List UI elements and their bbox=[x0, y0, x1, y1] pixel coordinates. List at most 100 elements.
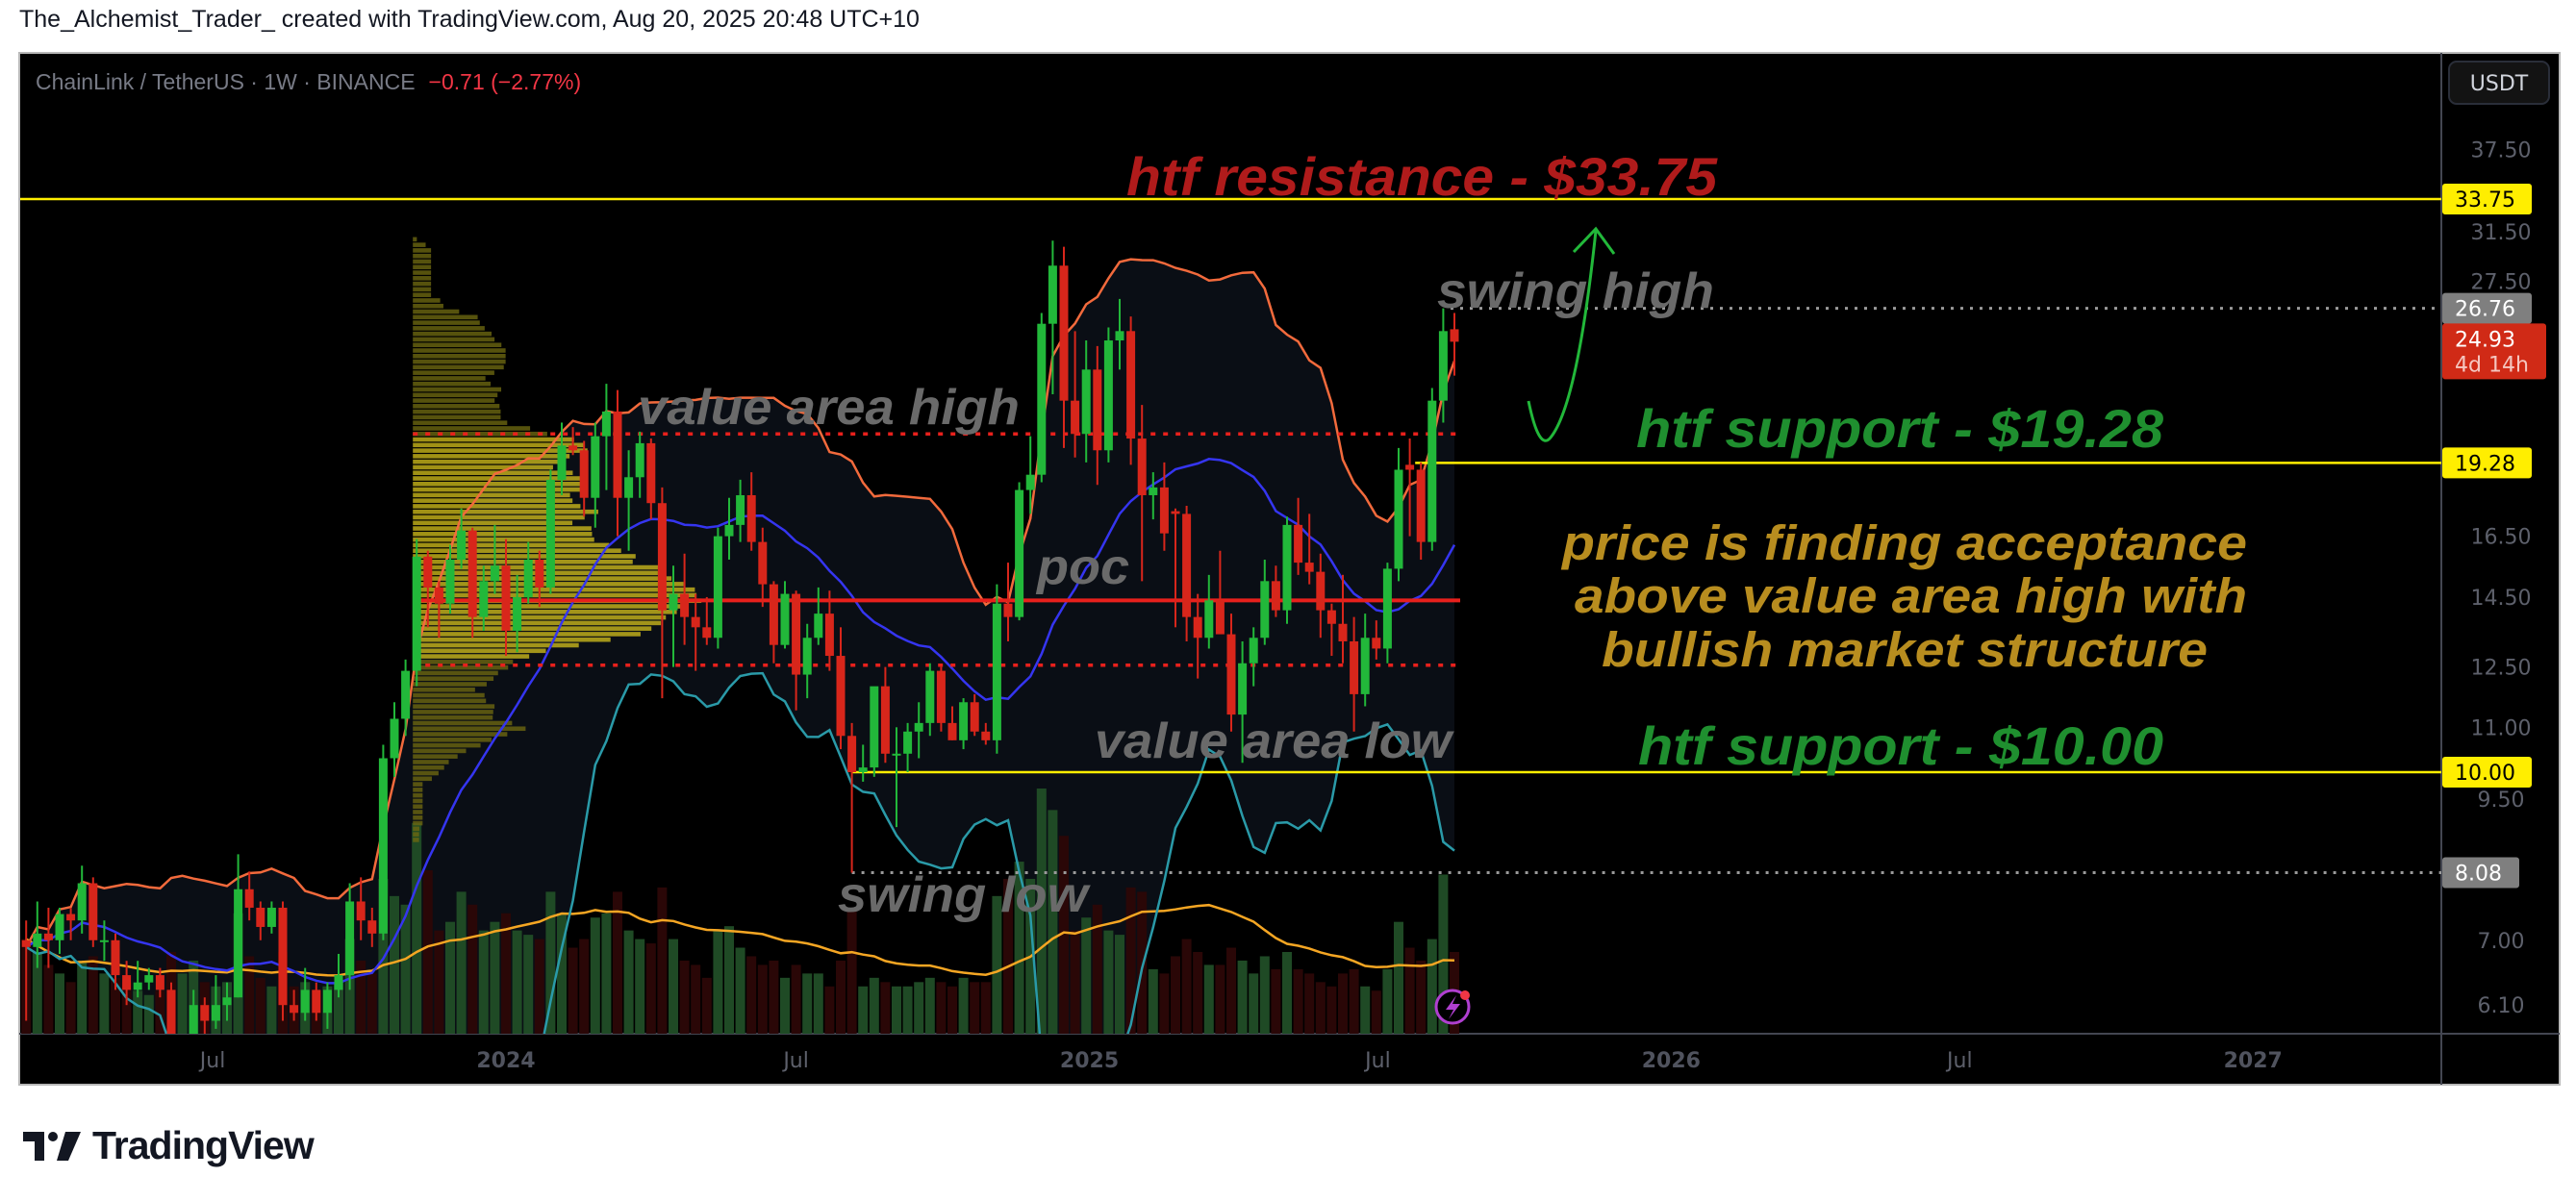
volume-profile-row bbox=[413, 776, 432, 782]
candle bbox=[312, 982, 321, 1021]
volume-bar bbox=[1249, 973, 1259, 1034]
volume-bar bbox=[701, 977, 712, 1034]
candle bbox=[244, 871, 254, 921]
htf-resistance-label: htf resistance - $33.75 bbox=[1126, 146, 1718, 207]
volume-profile-row bbox=[413, 242, 426, 247]
symbol-title[interactable]: ChainLink / TetherUS · 1W · BINANCE bbox=[36, 69, 416, 94]
lightning-icon[interactable] bbox=[1434, 989, 1471, 1025]
candle bbox=[992, 584, 1001, 754]
tradingview-logo[interactable]: TradingView bbox=[23, 1123, 315, 1168]
candle bbox=[780, 581, 790, 649]
candle bbox=[266, 901, 276, 934]
candle-body bbox=[457, 530, 467, 560]
candle bbox=[1025, 436, 1035, 514]
volume-bar bbox=[155, 990, 165, 1034]
candle bbox=[870, 686, 879, 777]
volume-bar bbox=[1125, 887, 1136, 1034]
volume-bar bbox=[623, 930, 634, 1034]
volume-bar bbox=[1159, 973, 1170, 1034]
volume-bar bbox=[1427, 939, 1437, 1034]
time-axis[interactable]: Jul 2024 Jul 2025 Jul 2026 Jul 2027 bbox=[198, 1049, 2283, 1073]
candle-body bbox=[423, 556, 433, 588]
volume-bar bbox=[1259, 956, 1270, 1034]
candle-body bbox=[234, 889, 243, 998]
volume-profile-row bbox=[413, 660, 514, 664]
candle-body bbox=[1350, 640, 1359, 694]
volume-bar bbox=[490, 921, 500, 1034]
volume-profile-row bbox=[413, 810, 423, 814]
price-tick-label: 7.00 bbox=[2478, 930, 2525, 954]
candle-body bbox=[1048, 265, 1057, 324]
volume-bar bbox=[1349, 968, 1359, 1034]
volume-bar bbox=[1036, 789, 1047, 1034]
candle-body bbox=[356, 901, 366, 921]
candle bbox=[356, 877, 366, 940]
candle-body bbox=[1093, 369, 1102, 451]
candle bbox=[1193, 593, 1202, 679]
candle bbox=[736, 479, 745, 542]
time-tick-label: 2026 bbox=[1642, 1049, 1701, 1073]
candle bbox=[21, 920, 31, 1021]
candle-body bbox=[769, 584, 778, 645]
candle-body bbox=[1103, 340, 1113, 451]
volume-bar bbox=[1326, 986, 1337, 1034]
candle bbox=[166, 982, 176, 1034]
candle bbox=[43, 907, 53, 968]
candle bbox=[591, 422, 600, 528]
candle bbox=[624, 450, 634, 551]
volume-profile-row bbox=[413, 704, 495, 709]
price-tick-label: 27.50 bbox=[2471, 271, 2532, 295]
price-axis[interactable]: 37.50 31.50 27.50 16.50 14.50 12.50 11.00 9.50 7… bbox=[2471, 138, 2532, 1018]
currency-button[interactable]: USDT bbox=[2448, 61, 2550, 105]
candle bbox=[256, 901, 265, 940]
volume-bar bbox=[1382, 968, 1393, 1034]
candle bbox=[1360, 614, 1370, 707]
candle bbox=[1394, 447, 1403, 582]
volume-bar bbox=[1215, 964, 1225, 1034]
volume-profile-row bbox=[413, 292, 432, 297]
candle-body bbox=[657, 503, 667, 611]
time-tick-label: Jul bbox=[1945, 1049, 1973, 1073]
plot-area[interactable] bbox=[19, 197, 2441, 1058]
volume-bar bbox=[780, 977, 790, 1034]
candle-body bbox=[445, 559, 455, 604]
candle-body bbox=[635, 442, 644, 478]
candle-body bbox=[959, 702, 969, 740]
candle bbox=[445, 544, 455, 614]
time-tick-label: Jul bbox=[1363, 1049, 1391, 1073]
candle-body bbox=[545, 479, 555, 588]
volume-bar bbox=[1315, 982, 1326, 1034]
volume-profile-row bbox=[413, 720, 513, 726]
volume-bar bbox=[1003, 878, 1013, 1034]
volume-bar bbox=[1203, 964, 1214, 1034]
bar-countdown: 4d 14h bbox=[2455, 353, 2529, 377]
candle-body bbox=[1271, 581, 1280, 611]
resistance-price-tag-bg bbox=[2442, 183, 2532, 214]
candle-body bbox=[579, 450, 589, 498]
volume-profile-row bbox=[413, 632, 641, 637]
candle bbox=[99, 920, 109, 962]
volume-profile-row bbox=[413, 248, 432, 253]
volume-profile-row bbox=[413, 788, 423, 792]
candle bbox=[122, 961, 132, 1006]
candle-body bbox=[1294, 524, 1303, 563]
volume-profile-row bbox=[413, 838, 419, 842]
volume-profile-row bbox=[413, 314, 478, 320]
value-area-low-label: value area low bbox=[1095, 714, 1455, 769]
volume-profile-row bbox=[413, 492, 570, 498]
volume-profile-row bbox=[413, 426, 531, 431]
volume-bar bbox=[366, 973, 377, 1034]
candle bbox=[691, 593, 700, 671]
candle-body bbox=[847, 736, 857, 772]
price-tick-label: 6.10 bbox=[2478, 994, 2525, 1018]
volume-ma-line bbox=[25, 903, 1455, 977]
price-tick-label: 11.00 bbox=[2471, 716, 2532, 740]
candle bbox=[234, 854, 243, 998]
volume-profile-row bbox=[413, 487, 581, 492]
candle bbox=[467, 527, 477, 639]
swing-low-price-tag: 8.08 bbox=[2455, 862, 2502, 886]
candle bbox=[334, 953, 343, 998]
candle-body bbox=[490, 565, 499, 582]
